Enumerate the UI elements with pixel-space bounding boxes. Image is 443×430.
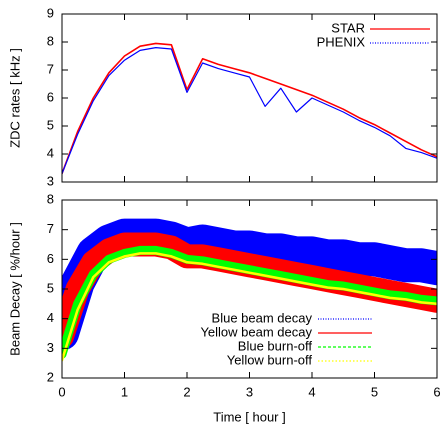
y-tick-label: 5 bbox=[47, 280, 54, 295]
series-line bbox=[62, 42, 437, 175]
y-tick-label: 4 bbox=[47, 310, 54, 325]
y-tick-label: 8 bbox=[47, 33, 54, 48]
plot-area bbox=[62, 218, 437, 362]
series-line bbox=[62, 245, 437, 359]
y-tick-label: 8 bbox=[47, 191, 54, 206]
legend-label: STAR bbox=[331, 20, 365, 35]
y-tick-label: 6 bbox=[47, 251, 54, 266]
x-tick-label: 2 bbox=[183, 384, 190, 399]
x-tick-label: 5 bbox=[371, 384, 378, 399]
x-tick-label: 3 bbox=[246, 384, 253, 399]
legend-label: Blue beam decay bbox=[212, 310, 313, 325]
plot-frame bbox=[61, 13, 438, 183]
legend-label: PHENIX bbox=[317, 34, 366, 49]
y-tick-label: 5 bbox=[47, 117, 54, 132]
y-tick-label: 7 bbox=[47, 61, 54, 76]
y-axis-label: ZDC rates [ kHz ] bbox=[7, 48, 22, 148]
legend-label: Blue burn-off bbox=[238, 338, 313, 353]
y-axis-label: Beam Decay [ %/hour ] bbox=[7, 222, 22, 356]
legend-label: Yellow burn-off bbox=[227, 352, 313, 367]
legend-label: Yellow beam decay bbox=[200, 324, 312, 339]
y-tick-label: 3 bbox=[47, 340, 54, 355]
y-tick-label: 7 bbox=[47, 221, 54, 236]
x-tick-label: 0 bbox=[58, 384, 65, 399]
y-tick-label: 4 bbox=[47, 145, 54, 160]
legend-box bbox=[95, 311, 380, 369]
x-tick-label: 6 bbox=[433, 384, 440, 399]
y-tick-label: 6 bbox=[47, 89, 54, 104]
y-tick-label: 9 bbox=[47, 5, 54, 20]
plot-area bbox=[62, 42, 437, 175]
y-tick-label: 2 bbox=[47, 369, 54, 384]
series-line bbox=[62, 252, 437, 362]
x-tick-label: 1 bbox=[121, 384, 128, 399]
x-axis-label: Time [ hour ] bbox=[213, 409, 285, 424]
series-line bbox=[62, 47, 437, 175]
y-tick-label: 3 bbox=[47, 173, 54, 188]
x-tick-label: 4 bbox=[308, 384, 315, 399]
